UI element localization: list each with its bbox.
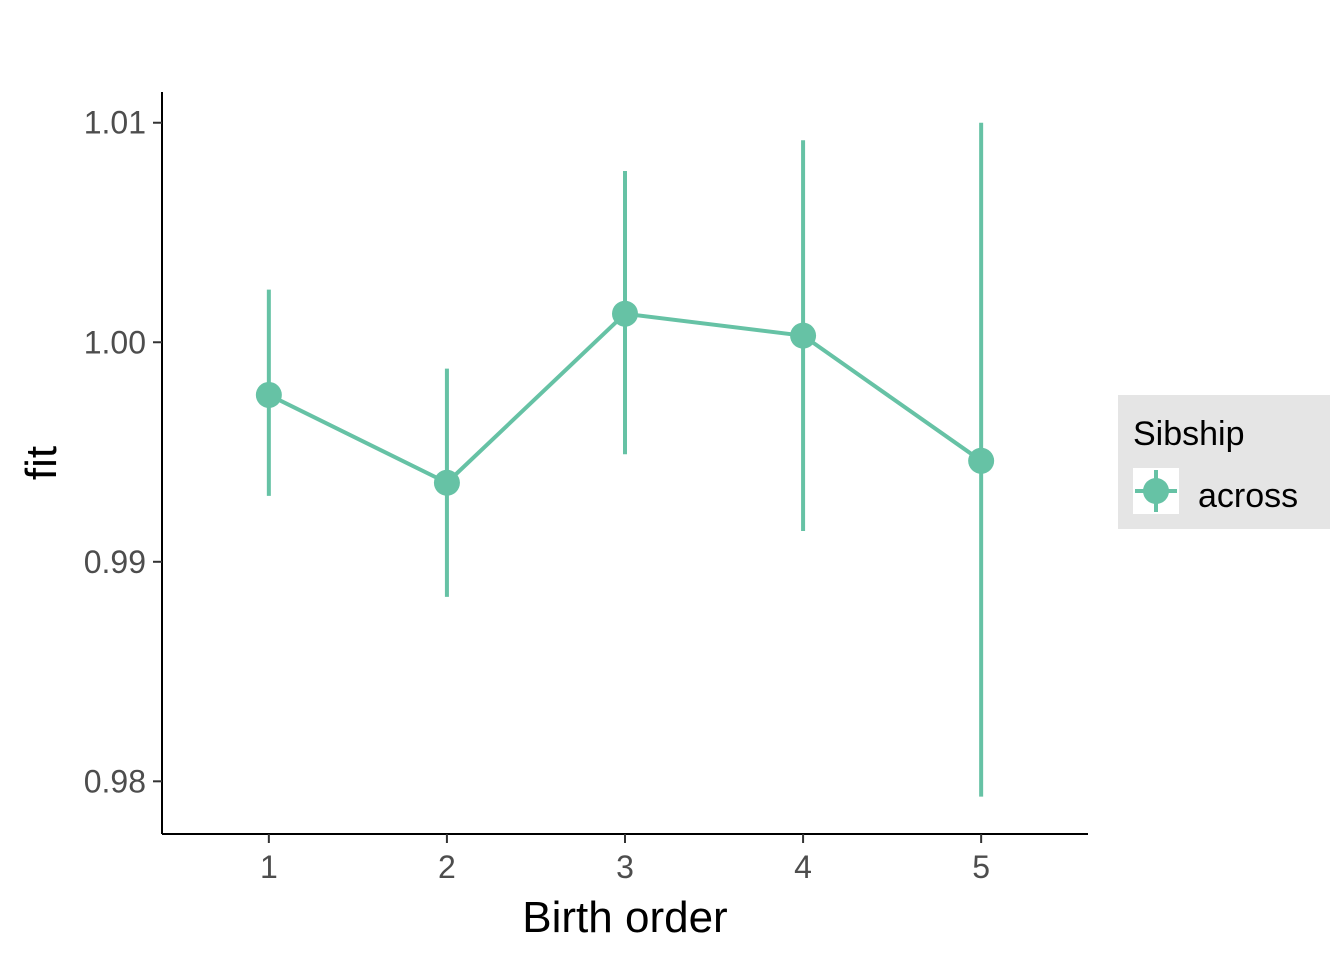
plot-area (255, 122, 995, 797)
x-axis: 1 2 3 4 5 (162, 833, 1088, 885)
data-point (255, 381, 282, 408)
x-tick-label: 3 (616, 849, 634, 885)
legend-title: Sibship (1133, 415, 1245, 453)
y-tick-label: 0.98 (84, 763, 146, 799)
data-point (612, 300, 638, 327)
x-tick-label: 5 (972, 849, 990, 885)
data-point (790, 322, 817, 349)
data-point (433, 469, 460, 496)
y-tick-label: 1.01 (84, 105, 146, 141)
legend-entry-across: across (1198, 477, 1298, 515)
x-tick-label: 2 (438, 849, 456, 885)
y-axis-title: fit (17, 446, 66, 480)
y-tick-label: 0.99 (84, 544, 146, 580)
y-tick-label: 1.00 (84, 324, 146, 360)
legend-key-point (1143, 478, 1169, 504)
x-tick-label: 4 (794, 849, 812, 885)
legend: Sibship across (1118, 395, 1330, 529)
x-axis-title: Birth order (522, 893, 727, 942)
y-axis: 0.98 0.99 1.00 1.01 (84, 92, 163, 834)
data-point (968, 447, 995, 474)
x-tick-label: 1 (260, 849, 278, 885)
